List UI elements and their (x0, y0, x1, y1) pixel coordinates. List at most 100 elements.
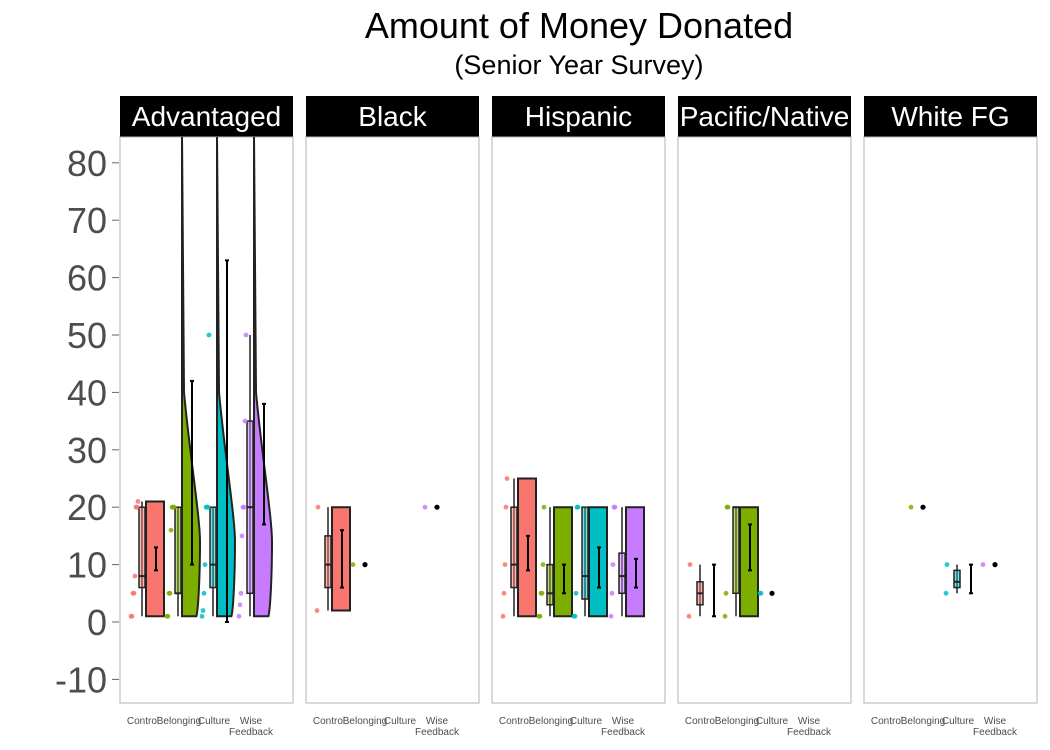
data-point-wise-feedback (609, 590, 615, 596)
x-tick-label-wise-feedback: Feedback (787, 727, 832, 738)
y-tick-label-20: 20 (67, 487, 107, 528)
facet-label-pacific-native: Pacific/Native (680, 101, 850, 132)
data-point-culture (206, 332, 212, 338)
x-tick-label-control: Control (685, 716, 717, 727)
data-point-control (132, 573, 138, 579)
facet-marks (314, 504, 440, 613)
box-control (510, 506, 518, 589)
violin-belonging (181, 137, 202, 618)
y-tick-label-40: 40 (67, 372, 107, 413)
data-point-belonging (539, 590, 545, 596)
box-control (138, 506, 146, 589)
facet-panel (491, 136, 666, 704)
y-tick-label-10: -10 (55, 659, 107, 700)
data-point-wise-feedback (610, 562, 616, 567)
box-culture (953, 569, 961, 589)
data-point-belonging (725, 504, 731, 510)
facet-panel (863, 136, 1038, 704)
x-tick-label-culture: Culture (942, 716, 975, 727)
facet-strip (864, 96, 1037, 137)
y-tick-label-50: 50 (67, 315, 107, 356)
data-point-culture (758, 590, 764, 596)
data-point-wise-feedback (243, 332, 249, 338)
facet-panel (305, 136, 480, 704)
violin-wise-feedback (253, 137, 274, 618)
data-point-belonging (722, 613, 728, 619)
data-point-culture (944, 562, 950, 567)
data-point-control (503, 504, 509, 510)
data-point-wise-feedback (241, 504, 247, 510)
data-point-culture (572, 613, 578, 619)
data-point-culture (205, 504, 211, 510)
facet-strip (306, 96, 479, 137)
facet-label-black: Black (358, 101, 427, 132)
y-tick-label-60: 60 (67, 258, 107, 299)
data-point-control (129, 613, 135, 619)
data-point-control (504, 476, 510, 481)
mean-point-belonging (362, 562, 368, 568)
x-tick-label-control: Control (127, 716, 159, 727)
x-tick-label-wise-feedback: Feedback (415, 727, 460, 738)
y-tick-label-0: 0 (87, 602, 107, 643)
x-tick-label-control: Control (871, 716, 903, 727)
box-belonging (546, 563, 554, 606)
facet-marks (908, 504, 998, 596)
facet-panel (119, 136, 294, 704)
facet-marks (500, 476, 645, 619)
x-tick-label-culture: Culture (198, 716, 231, 727)
data-point-belonging (171, 504, 177, 510)
box-belonging (174, 506, 182, 595)
x-tick-label-culture: Culture (756, 716, 789, 727)
x-tick-label-wise-feedback: Wise (240, 716, 263, 727)
box-culture (581, 506, 589, 600)
x-tick-label-belonging: Belonging (715, 716, 759, 727)
y-tick-label-30: 30 (67, 430, 107, 471)
data-point-culture (943, 590, 949, 596)
data-point-wise-feedback (237, 602, 243, 608)
data-point-culture (201, 590, 207, 596)
facet-label-advantaged: Advantaged (132, 101, 281, 132)
x-tick-label-belonging: Belonging (343, 716, 387, 727)
data-point-belonging (537, 613, 543, 619)
data-point-control (686, 613, 692, 619)
data-point-wise-feedback (422, 504, 428, 510)
facet-strip (492, 96, 665, 137)
data-point-culture (200, 608, 206, 613)
violin-belonging (553, 506, 573, 618)
data-point-wise-feedback (236, 613, 242, 619)
chart-subtitle: (Senior Year Survey) (454, 50, 704, 80)
data-point-belonging (168, 527, 174, 533)
data-point-wise-feedback (242, 418, 248, 424)
data-point-control (135, 499, 141, 504)
data-point-wise-feedback (608, 613, 614, 619)
y-axis: 80 70 60 50 40 30 20 10 0 -10 (55, 143, 119, 700)
data-point-control (502, 562, 508, 567)
data-point-control (687, 562, 693, 567)
data-point-culture (573, 590, 579, 596)
data-point-wise-feedback (239, 533, 245, 539)
data-point-belonging (540, 562, 546, 567)
x-tick-label-wise-feedback: Wise (612, 716, 635, 727)
box-culture (209, 506, 217, 589)
facet-strip (120, 96, 293, 137)
data-point-culture (199, 613, 205, 619)
y-tick-label-80: 80 (67, 143, 107, 184)
data-point-wise-feedback (238, 590, 244, 596)
data-point-control (500, 613, 506, 619)
x-tick-label-wise-feedback: Feedback (229, 727, 274, 738)
x-tick-label-wise-feedback: Feedback (601, 727, 646, 738)
box-control (324, 535, 332, 589)
data-point-belonging (541, 504, 547, 510)
data-point-control (134, 504, 140, 510)
data-point-control (501, 590, 507, 596)
data-point-culture (202, 562, 208, 567)
facet-panel (677, 136, 852, 704)
data-point-wise-feedback (980, 562, 986, 567)
x-tick-label-belonging: Belonging (529, 716, 573, 727)
data-point-belonging (350, 562, 356, 567)
